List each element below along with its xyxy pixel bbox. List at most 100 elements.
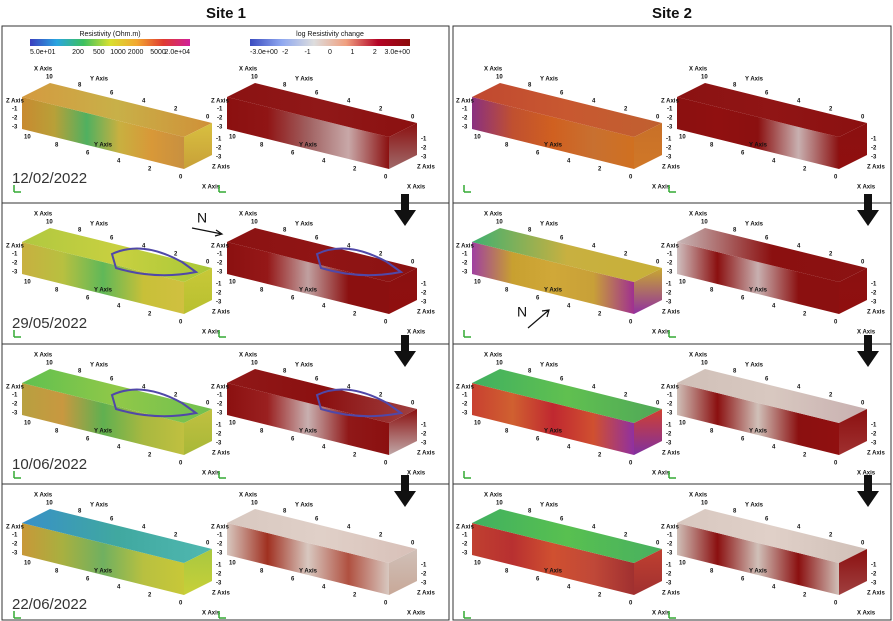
- axis-label: X Axis: [34, 67, 53, 73]
- orientation-glyph: [668, 185, 676, 193]
- tick-label: 0: [629, 461, 633, 467]
- north-label: N: [197, 210, 207, 226]
- tick-label: 8: [710, 429, 714, 435]
- site-1-frame: [1, 25, 450, 621]
- tick-label: 4: [797, 525, 801, 531]
- axis-label: Z Axis: [417, 165, 435, 171]
- site-2-frame: [452, 25, 892, 621]
- tick-label: -1: [217, 533, 223, 539]
- tick-label: 8: [733, 83, 737, 89]
- axis-label: X Axis: [689, 212, 708, 218]
- orientation-glyph: [13, 611, 21, 619]
- tick-label: 8: [710, 569, 714, 575]
- tick-label: 8: [528, 228, 532, 234]
- tick-label: 2: [174, 252, 178, 258]
- tick-label: -2: [462, 402, 468, 408]
- tick-label: 0: [656, 115, 660, 121]
- tick-label: 8: [733, 509, 737, 515]
- tick-label: 0: [411, 401, 415, 407]
- tick-label: -1: [871, 282, 877, 288]
- axis-label: Y Axis: [299, 143, 318, 149]
- tick-label: -1: [217, 393, 223, 399]
- block-end: [184, 409, 212, 455]
- tick-label: -2: [12, 402, 18, 408]
- block-top: [22, 369, 212, 423]
- axis-label: Z Axis: [662, 591, 680, 597]
- orientation-glyph: [668, 611, 676, 619]
- tick-label: 6: [291, 296, 295, 302]
- tick-label: 4: [797, 385, 801, 391]
- tick-label: 0: [384, 320, 388, 326]
- north-arrow: [527, 309, 550, 329]
- tick-label: -2: [217, 402, 223, 408]
- tick-label: 6: [765, 91, 769, 97]
- tick-label: 6: [741, 151, 745, 157]
- axis-label: Z Axis: [661, 244, 679, 250]
- tick-label: -3: [667, 125, 673, 131]
- colorbar-label: 2: [373, 49, 377, 56]
- tick-label: 8: [528, 509, 532, 515]
- axis-label: Y Axis: [544, 429, 563, 435]
- site-title: Site 1: [206, 5, 246, 22]
- block-top: [472, 228, 662, 282]
- tick-label: -1: [217, 252, 223, 258]
- tick-label: -2: [421, 146, 427, 152]
- tick-label: -3: [462, 125, 468, 131]
- survey-date: 22/06/2022: [12, 596, 87, 613]
- tick-label: 10: [251, 75, 258, 81]
- block-top: [227, 509, 417, 563]
- axis-label: Y Axis: [540, 77, 559, 83]
- tick-label: -3: [666, 155, 672, 161]
- tick-label: 10: [24, 280, 31, 286]
- colorbar: [30, 39, 190, 46]
- tick-label: 6: [110, 91, 114, 97]
- tick-label: 4: [797, 99, 801, 105]
- colorbar-label: 2.0e+04: [165, 49, 191, 56]
- tick-label: -3: [12, 125, 18, 131]
- tick-label: 8: [505, 429, 509, 435]
- tick-label: 10: [701, 220, 708, 226]
- tick-label: 8: [260, 288, 264, 294]
- tick-label: -2: [216, 572, 222, 578]
- tick-label: -2: [871, 146, 877, 152]
- tick-label: 2: [624, 533, 628, 539]
- tick-label: -3: [12, 411, 18, 417]
- axis-label: Z Axis: [212, 165, 230, 171]
- tick-label: 10: [251, 220, 258, 226]
- tick-label: 4: [772, 159, 776, 165]
- tick-label: 4: [347, 385, 351, 391]
- tick-label: 8: [78, 369, 82, 375]
- tick-label: 0: [861, 260, 865, 266]
- tick-label: -1: [216, 282, 222, 288]
- outline-zone: [110, 247, 199, 277]
- tick-label: 2: [379, 533, 383, 539]
- tick-label: 4: [322, 159, 326, 165]
- block-front: [677, 97, 839, 169]
- axis-label: Y Axis: [94, 569, 113, 575]
- orientation-glyph: [218, 330, 226, 338]
- orientation-glyph: [668, 471, 676, 479]
- tick-label: -1: [871, 137, 877, 143]
- block-front: [22, 523, 184, 595]
- axis-label: X Axis: [239, 67, 258, 73]
- axis-label: Z Axis: [661, 525, 679, 531]
- tick-label: 8: [505, 288, 509, 294]
- tick-label: -1: [666, 423, 672, 429]
- tick-label: -1: [12, 107, 18, 113]
- tick-label: 0: [411, 541, 415, 547]
- tick-label: -1: [871, 563, 877, 569]
- block-end: [184, 268, 212, 314]
- axis-label: Y Axis: [299, 569, 318, 575]
- tick-label: -1: [667, 107, 673, 113]
- tick-label: 8: [528, 369, 532, 375]
- tick-label: 0: [384, 175, 388, 181]
- axis-label: X Axis: [484, 493, 503, 499]
- axis-label: X Axis: [34, 493, 53, 499]
- tick-label: 4: [567, 585, 571, 591]
- tick-label: -3: [871, 441, 877, 447]
- axis-label: Y Axis: [90, 77, 109, 83]
- axis-label: X Axis: [202, 185, 221, 191]
- tick-label: 6: [86, 577, 90, 583]
- axis-label: Z Axis: [867, 310, 885, 316]
- tick-label: 0: [179, 461, 183, 467]
